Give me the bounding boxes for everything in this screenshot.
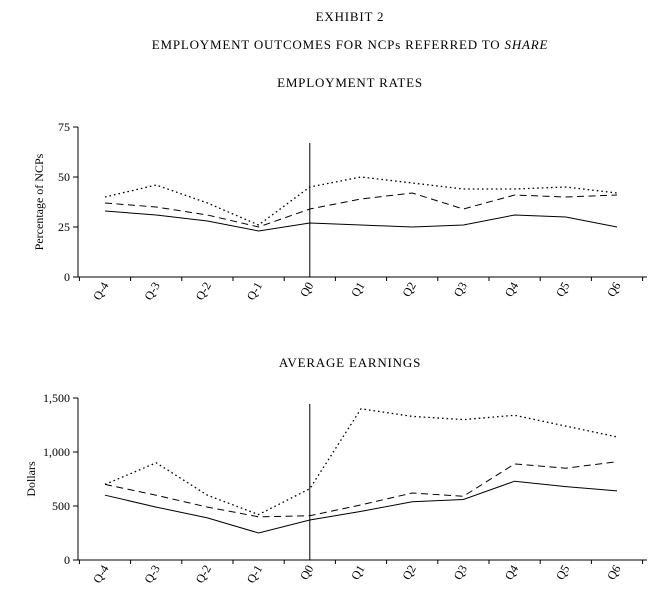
series-dashed-line	[104, 461, 618, 518]
x-tick-label: Q0	[297, 563, 316, 583]
x-tick-label: Q1	[348, 563, 367, 583]
x-tick-label: Q2	[399, 563, 418, 583]
y-axis-title: Dollars	[24, 461, 38, 497]
exhibit-subtitle: EMPLOYMENT OUTCOMES FOR NCPs REFERRED TO…	[32, 37, 667, 53]
series-solid-line	[104, 480, 618, 534]
y-tick-label: 0	[64, 553, 70, 567]
x-tick-label: Q1	[348, 280, 367, 300]
x-tick-label: Q0	[297, 280, 316, 300]
x-tick-label: Q3	[451, 563, 470, 583]
series-solid-line	[104, 210, 618, 232]
y-axis-title: Percentage of NCPs	[32, 153, 46, 250]
y-tick-label: 25	[58, 220, 70, 234]
y-tick-label: 1,500	[43, 391, 70, 405]
x-tick-label: Q-4	[90, 280, 111, 303]
x-tick-label: Q-2	[193, 280, 214, 303]
average-earnings-chart: 0 500 1,000 1,500 Q-4 Q-3 Q-2 Q-1 Q0 Q1 Q2 Q3 Q4 Q5 Q6…	[24, 391, 647, 586]
exhibit-title: EXHIBIT 2	[315, 9, 385, 24]
x-tick-label: Q3	[451, 280, 470, 300]
subtitle-share-italic: SHARE	[504, 37, 549, 52]
x-tick-label: Q6	[604, 563, 623, 583]
x-tick-label: Q-1	[244, 563, 265, 586]
x-tick-label: Q2	[399, 280, 418, 300]
x-tick-label: Q6	[604, 280, 623, 300]
employment-rates-chart: 0 25 50 75 Q-4 Q-3 Q-2 Q-1 Q0 Q1 Q2 Q3 Q4 Q5 Q6 Percent…	[32, 120, 647, 303]
series-dotted-line	[104, 176, 618, 226]
x-tick-label: Q-2	[193, 563, 214, 586]
x-tick-label: Q-1	[244, 280, 265, 303]
series-dashed-line	[104, 192, 618, 228]
y-tick-label: 500	[52, 499, 70, 513]
x-tick-label: Q-3	[141, 280, 162, 303]
x-tick-label: Q4	[502, 280, 521, 300]
series-dotted-line	[104, 408, 618, 516]
x-tick-label: Q4	[502, 563, 521, 583]
y-tick-label: 0	[64, 270, 70, 284]
subtitle-text: EMPLOYMENT OUTCOMES FOR NCPs REFERRED TO	[151, 37, 505, 52]
y-tick-label: 1,000	[43, 445, 70, 459]
employment-rates-chart-title: EMPLOYMENT RATES	[277, 75, 423, 90]
y-tick-label: 75	[58, 120, 70, 134]
x-tick-label: Q5	[553, 280, 572, 300]
x-tick-label: Q5	[553, 563, 572, 583]
x-tick-label: Q-4	[90, 563, 111, 586]
average-earnings-chart-title: AVERAGE EARNINGS	[278, 355, 422, 370]
y-tick-label: 50	[58, 170, 70, 184]
x-tick-label: Q-3	[141, 563, 162, 586]
